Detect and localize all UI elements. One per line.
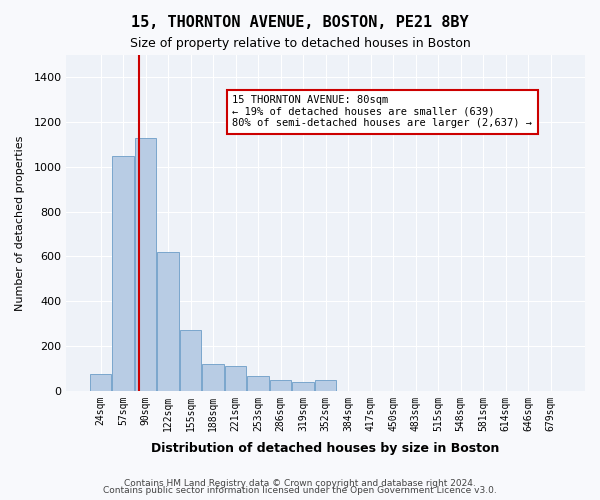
Text: 15 THORNTON AVENUE: 80sqm
← 19% of detached houses are smaller (639)
80% of semi: 15 THORNTON AVENUE: 80sqm ← 19% of detac…: [232, 96, 532, 128]
Bar: [135, 138, 156, 391]
Bar: [225, 366, 247, 391]
Bar: [247, 376, 269, 391]
Y-axis label: Number of detached properties: Number of detached properties: [15, 135, 25, 310]
Bar: [315, 380, 337, 391]
Bar: [112, 156, 134, 391]
Text: 15, THORNTON AVENUE, BOSTON, PE21 8BY: 15, THORNTON AVENUE, BOSTON, PE21 8BY: [131, 15, 469, 30]
X-axis label: Distribution of detached houses by size in Boston: Distribution of detached houses by size …: [151, 442, 500, 455]
Text: Contains public sector information licensed under the Open Government Licence v3: Contains public sector information licen…: [103, 486, 497, 495]
Bar: [180, 330, 202, 391]
Bar: [157, 252, 179, 391]
Bar: [90, 374, 111, 391]
Text: Size of property relative to detached houses in Boston: Size of property relative to detached ho…: [130, 38, 470, 51]
Bar: [292, 382, 314, 391]
Text: Contains HM Land Registry data © Crown copyright and database right 2024.: Contains HM Land Registry data © Crown c…: [124, 478, 476, 488]
Bar: [270, 380, 292, 391]
Bar: [202, 364, 224, 391]
